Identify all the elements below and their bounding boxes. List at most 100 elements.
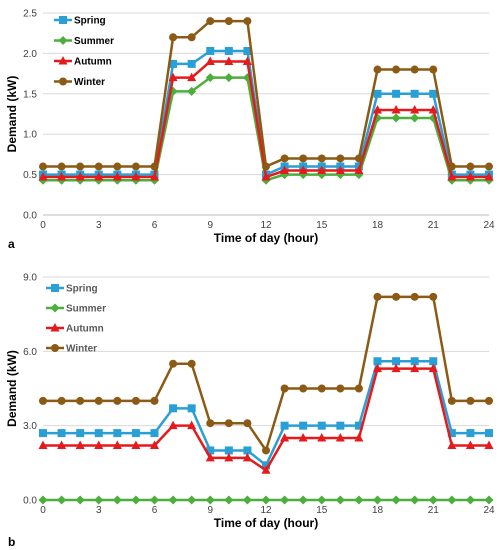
data-point-autumn xyxy=(465,440,475,449)
data-point-summer xyxy=(205,73,215,83)
data-point-winter xyxy=(485,396,493,405)
data-point-winter xyxy=(57,162,66,171)
data-point-autumn xyxy=(280,165,290,175)
data-point-autumn xyxy=(354,433,364,442)
data-point-winter xyxy=(410,65,419,74)
data-point-autumn xyxy=(261,172,271,181)
x-tick-label: 18 xyxy=(372,220,384,231)
data-point-spring xyxy=(354,421,363,430)
data-point-summer xyxy=(242,495,252,505)
y-tick-label: 1.0 xyxy=(23,130,37,141)
x-tick-label: 15 xyxy=(316,505,328,516)
data-point-spring xyxy=(113,429,122,438)
y-tick-label: 2.5 xyxy=(23,9,37,20)
data-point-winter xyxy=(187,359,196,368)
data-point-summer xyxy=(298,495,308,505)
data-point-spring xyxy=(410,89,419,98)
data-point-autumn xyxy=(187,420,197,430)
data-point-autumn xyxy=(261,465,271,474)
data-point-winter xyxy=(447,162,456,171)
data-point-spring xyxy=(150,429,159,438)
legend-marker-spring xyxy=(59,16,67,24)
data-point-summer xyxy=(335,495,345,505)
data-point-winter xyxy=(392,65,401,74)
data-point-autumn xyxy=(391,104,401,114)
data-point-summer xyxy=(187,86,197,96)
x-tick-label: 6 xyxy=(152,505,158,516)
chart-panel-b: 0.0 3.0 6.0 9.0 0 3 6 9 12 15 18 21 24 Time of day (h… xyxy=(5,273,495,550)
data-point-summer xyxy=(261,495,271,505)
data-point-autumn xyxy=(38,172,48,181)
data-point-autumn xyxy=(57,172,67,181)
data-point-autumn xyxy=(112,172,122,181)
data-point-summer xyxy=(410,495,420,505)
data-point-winter xyxy=(336,384,345,393)
data-point-winter xyxy=(206,17,215,26)
x-tick-label: 21 xyxy=(428,505,440,516)
data-point-summer xyxy=(354,495,364,505)
data-point-spring xyxy=(299,421,308,430)
data-point-spring xyxy=(243,46,252,55)
data-point-winter xyxy=(373,65,382,74)
legend: Spring Summer Autumn Winter xyxy=(46,284,106,355)
y-axis-title: Demand (kW) xyxy=(5,350,19,427)
data-point-winter xyxy=(466,162,475,171)
data-point-autumn xyxy=(94,172,104,181)
data-point-autumn xyxy=(168,72,178,82)
data-point-spring xyxy=(206,46,215,55)
data-point-summer xyxy=(112,495,122,505)
data-point-winter xyxy=(262,162,270,171)
data-point-autumn xyxy=(410,363,420,373)
data-point-spring xyxy=(336,421,345,430)
data-point-spring xyxy=(429,89,438,98)
data-point-summer xyxy=(224,73,234,83)
y-tick-label: 2.0 xyxy=(23,49,37,60)
data-point-autumn xyxy=(317,165,327,175)
data-point-spring xyxy=(76,429,85,438)
data-point-spring xyxy=(485,429,493,438)
x-tick-label: 21 xyxy=(428,220,440,231)
data-point-autumn xyxy=(354,165,364,175)
data-point-autumn xyxy=(205,452,215,462)
series-line-autumn xyxy=(43,367,489,472)
y-tick-label: 6.0 xyxy=(23,347,37,358)
data-point-spring xyxy=(131,429,140,438)
panel-label: a xyxy=(8,237,15,251)
data-point-winter xyxy=(429,65,438,74)
data-point-autumn xyxy=(205,56,215,65)
data-point-winter xyxy=(336,154,345,163)
data-point-autumn xyxy=(187,72,197,82)
x-tick-label: 18 xyxy=(372,505,384,516)
data-point-autumn xyxy=(298,165,308,175)
data-point-winter xyxy=(299,154,308,163)
x-tick-label: 3 xyxy=(96,220,102,231)
x-tick-label: 12 xyxy=(260,505,272,516)
x-axis-title: Time of day (hour) xyxy=(214,516,318,530)
y-axis-title: Demand (kW) xyxy=(5,76,19,153)
data-point-spring xyxy=(169,59,178,68)
data-point-summer xyxy=(410,113,420,123)
data-point-winter xyxy=(317,384,326,393)
data-point-summer xyxy=(94,495,104,505)
x-tick-label: 24 xyxy=(483,505,495,516)
data-point-winter xyxy=(262,446,270,455)
data-point-spring xyxy=(187,59,196,68)
data-point-winter xyxy=(243,419,252,428)
chart-panel-a: 0.0 0.5 1.0 1.5 2.0 2.5 0 3 6 9 12 15 18 21 24 Time of … xyxy=(5,9,495,252)
data-point-winter xyxy=(39,162,47,171)
data-point-spring xyxy=(187,404,196,413)
data-point-winter xyxy=(485,162,493,171)
data-point-autumn xyxy=(112,440,122,449)
data-point-summer xyxy=(447,495,457,505)
series-summer xyxy=(38,495,494,505)
data-point-spring xyxy=(317,421,326,430)
data-point-spring xyxy=(429,357,438,366)
data-point-winter xyxy=(94,162,103,171)
x-tick-label: 0 xyxy=(40,505,46,516)
legend-marker-spring xyxy=(51,284,59,292)
x-tick-label: 12 xyxy=(260,220,272,231)
data-point-autumn xyxy=(335,433,345,442)
data-point-autumn xyxy=(280,433,290,442)
legend-marker-winter xyxy=(59,77,67,86)
